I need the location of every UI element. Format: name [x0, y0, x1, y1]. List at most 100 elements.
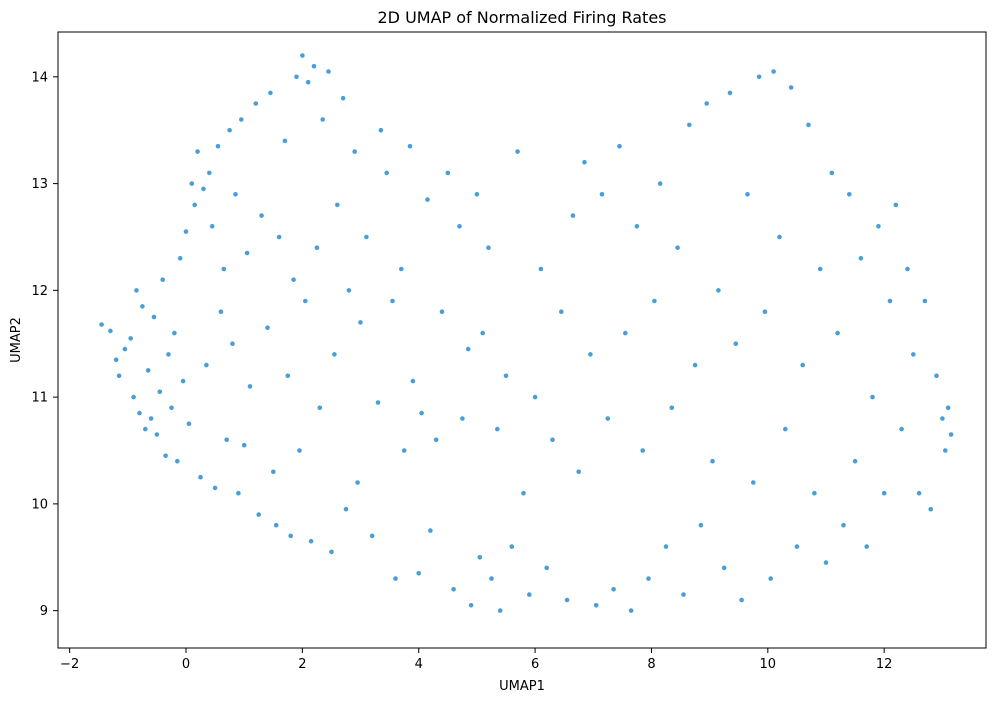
scatter-point — [369, 533, 375, 539]
scatter-point — [692, 362, 698, 368]
x-tick-label: 6 — [531, 657, 539, 672]
scatter-point — [143, 426, 148, 432]
scatter-point — [311, 63, 317, 69]
scatter-point — [378, 127, 384, 133]
scatter-point — [239, 117, 244, 122]
x-tick-label: 10 — [760, 657, 777, 672]
scatter-point — [762, 309, 768, 315]
scatter-point — [131, 394, 136, 400]
scatter-point — [233, 192, 238, 197]
scatter-point — [247, 384, 253, 389]
scatter-point — [134, 288, 139, 293]
scatter-point — [727, 90, 733, 96]
scatter-point — [236, 490, 241, 496]
x-tick-label: 4 — [415, 657, 423, 672]
scatter-point — [271, 469, 276, 475]
scatter-point — [241, 442, 247, 448]
scatter-point — [905, 266, 910, 272]
scatter-point — [410, 378, 416, 384]
scatter-point — [823, 560, 829, 565]
scatter-point — [390, 298, 395, 304]
scatter-point — [847, 192, 852, 197]
scatter-point — [588, 352, 593, 357]
scatter-point — [669, 405, 675, 411]
scatter-point — [788, 85, 794, 90]
scatter-point — [273, 522, 279, 528]
y-tick-label: 9 — [40, 604, 48, 619]
scatter-point — [806, 122, 811, 128]
scatter-point — [852, 458, 858, 464]
scatter-point — [497, 608, 503, 613]
scatter-point — [439, 309, 445, 315]
scatter-point — [195, 149, 200, 154]
scatter-point — [617, 143, 622, 149]
scatter-point — [698, 522, 704, 528]
scatter-point — [209, 224, 215, 229]
scatter-point — [870, 394, 875, 400]
scatter-point — [303, 298, 308, 304]
chart-title: 2D UMAP of Normalized Firing Rates — [377, 8, 666, 27]
scatter-point — [652, 298, 657, 304]
scatter-point — [756, 74, 762, 80]
scatter-point — [768, 576, 773, 581]
y-tick-label: 12 — [31, 284, 48, 299]
scatter-point — [576, 469, 581, 475]
scatter-point — [634, 224, 640, 229]
x-tick-label: 0 — [182, 657, 190, 672]
scatter-point — [227, 127, 232, 133]
scatter-point — [716, 288, 721, 293]
y-tick-label: 11 — [31, 391, 48, 406]
scatter-point — [148, 416, 154, 421]
scatter-point — [326, 69, 331, 74]
scatter-point — [305, 79, 311, 85]
scatter-point — [99, 322, 104, 327]
scatter-points — [99, 53, 954, 613]
scatter-point — [817, 266, 823, 272]
scatter-point — [623, 330, 628, 336]
y-tick-label: 13 — [31, 177, 48, 192]
scatter-point — [829, 170, 835, 176]
scatter-point — [922, 298, 928, 304]
scatter-point — [489, 576, 494, 581]
scatter-point — [783, 426, 788, 432]
scatter-point — [582, 159, 587, 165]
scatter-point — [928, 506, 933, 512]
scatter-point — [495, 426, 500, 432]
x-tick-label: 2 — [298, 657, 306, 672]
scatter-point — [108, 328, 113, 334]
scatter-point — [663, 544, 669, 549]
scatter-point — [468, 603, 474, 608]
scatter-point — [166, 352, 171, 357]
scatter-point — [317, 405, 323, 411]
scatter-point — [204, 362, 209, 368]
scatter-point — [128, 336, 133, 341]
scatter-point — [474, 192, 480, 197]
scatter-point — [521, 490, 526, 496]
scatter-point — [375, 400, 381, 405]
scatter-point — [399, 266, 404, 272]
scatter-point — [300, 53, 305, 58]
scatter-point — [183, 229, 189, 234]
scatter-point — [739, 597, 744, 603]
scatter-point — [628, 608, 634, 613]
scatter-point — [244, 250, 250, 256]
scatter-point — [401, 448, 407, 453]
x-axis-label: UMAP1 — [499, 679, 545, 694]
scatter-point — [355, 480, 360, 485]
scatter-point — [192, 202, 197, 208]
scatter-point — [864, 544, 869, 549]
scatter-point — [527, 592, 532, 597]
scatter-point — [294, 74, 299, 80]
scatter-point — [858, 255, 864, 261]
scatter-point — [835, 330, 840, 336]
scatter-point — [515, 149, 520, 154]
scatter-point — [593, 603, 599, 608]
scatter-point — [841, 522, 846, 528]
scatter-point — [532, 394, 538, 400]
scatter-point — [137, 410, 142, 416]
scatter-point — [297, 448, 302, 453]
scatter-point — [881, 490, 887, 496]
scatter-point — [340, 95, 346, 101]
scatter-point — [771, 69, 776, 74]
scatter-point — [948, 432, 954, 437]
